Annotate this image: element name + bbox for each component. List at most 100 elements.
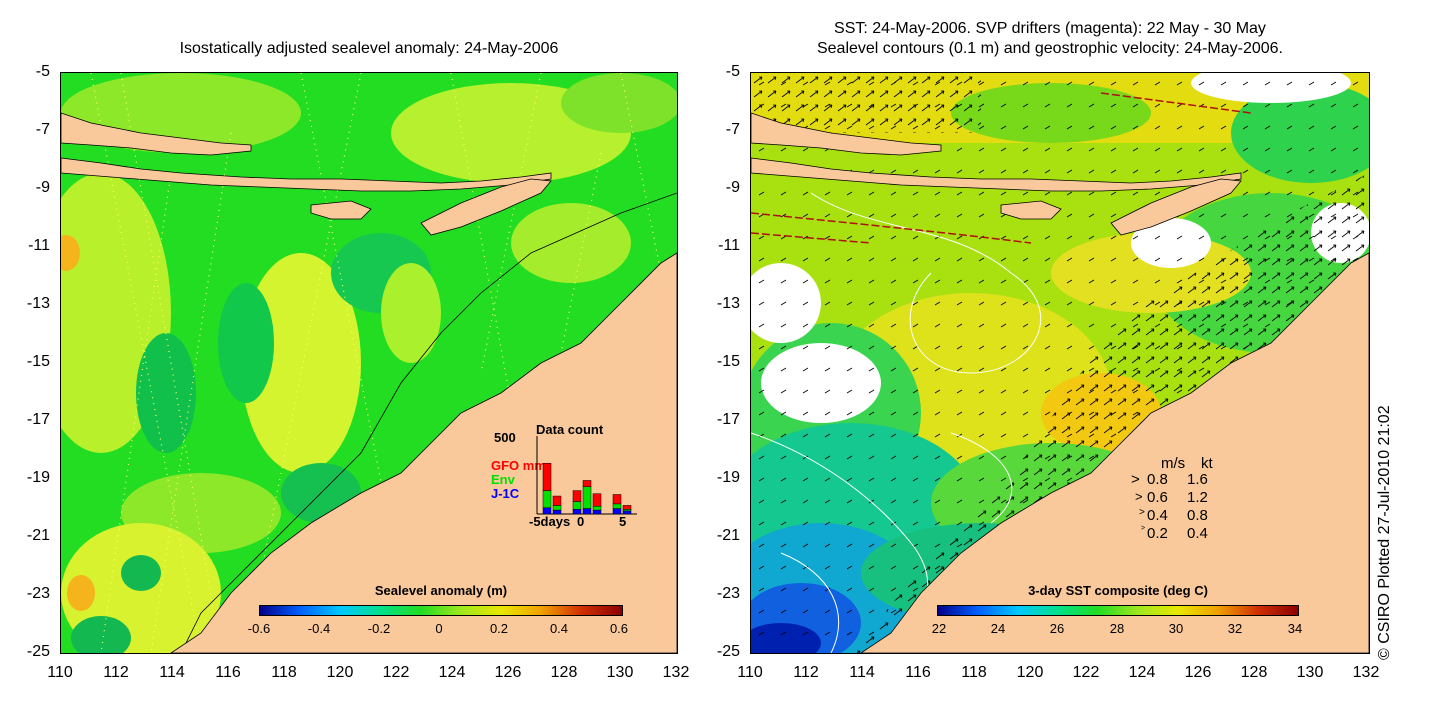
sealevel-anomaly-map: Data count 500 GFO mm Env J-1C -5days 0 … bbox=[60, 72, 678, 654]
lesser-sunda-islands bbox=[61, 157, 552, 192]
sst-colorbar bbox=[937, 605, 1299, 616]
sla-cb-tick: -0.4 bbox=[307, 621, 331, 636]
right-x-tick: 110 bbox=[737, 664, 763, 681]
left-y-tick: -17 bbox=[26, 411, 50, 428]
data-count-bar-gfo bbox=[552, 495, 562, 506]
right-x-tick: 116 bbox=[905, 664, 931, 681]
sst-cb-tick: 34 bbox=[1287, 621, 1303, 636]
lesser-sunda-islands bbox=[751, 157, 1242, 192]
sla-cb-tick: 0.2 bbox=[489, 621, 509, 636]
sst-land bbox=[751, 112, 1369, 653]
sla-cb-tick: -0.2 bbox=[367, 621, 391, 636]
left-map-title: Isostatically adjusted sealevel anomaly:… bbox=[179, 40, 559, 57]
data-count-bar-env bbox=[592, 505, 602, 511]
legend-arrow-icon: > bbox=[1139, 507, 1145, 518]
legend-kt-value: 1.6 bbox=[1187, 471, 1208, 488]
data-count-bar-env bbox=[612, 503, 622, 509]
left-y-tick: -13 bbox=[26, 295, 50, 312]
right-x-tick: 130 bbox=[1296, 664, 1324, 681]
left-y-tick: -21 bbox=[26, 527, 50, 544]
right-y-tick: -5 bbox=[725, 63, 740, 80]
sla-cb-tick: 0 bbox=[435, 621, 443, 636]
velocity-scale-legend: m/s kt > 0.8 1.6 > 0.6 1.2 > 0.4 0.8 > 0… bbox=[1131, 455, 1251, 545]
data-count-bar-env bbox=[542, 490, 552, 509]
left-x-tick: 116 bbox=[215, 664, 241, 681]
legend-kt-value: 0.4 bbox=[1187, 525, 1208, 542]
sla-anomaly-field bbox=[61, 73, 677, 653]
timor-island bbox=[1110, 178, 1242, 236]
data-count-bar-gfo bbox=[542, 463, 552, 491]
data-count-bar-env bbox=[572, 501, 582, 510]
left-x-tick: 118 bbox=[271, 664, 297, 681]
java-island bbox=[751, 112, 942, 156]
right-y-tick: -11 bbox=[718, 237, 740, 254]
left-x-tick: 126 bbox=[494, 664, 522, 681]
right-y-tick: -21 bbox=[716, 527, 740, 544]
right-x-tick: 128 bbox=[1240, 664, 1268, 681]
right-y-tick: -17 bbox=[716, 411, 740, 428]
legend-ms-value: 0.4 bbox=[1147, 507, 1168, 524]
plot-credit: © CSIRO Plotted 27-Jul-2010 21:02 bbox=[1376, 405, 1393, 660]
legend-env: Env bbox=[491, 472, 515, 487]
legend-j1c: J-1C bbox=[491, 486, 520, 501]
legend-gfo: GFO mm bbox=[491, 458, 546, 473]
right-y-tick: -13 bbox=[716, 295, 740, 312]
java-island bbox=[61, 112, 252, 156]
svp-drifter-tracks bbox=[751, 92, 1252, 244]
right-y-tick: -15 bbox=[716, 353, 740, 370]
legend-arrow-icon: > bbox=[1141, 525, 1146, 532]
left-x-tick: 122 bbox=[382, 664, 410, 681]
sla-cb-tick: 0.4 bbox=[549, 621, 569, 636]
satellite-track-dots bbox=[90, 73, 662, 653]
timor-island bbox=[420, 178, 552, 236]
right-map-title-line1: SST: 24-May-2006. SVP drifters (magenta)… bbox=[834, 20, 1266, 37]
right-x-tick: 126 bbox=[1184, 664, 1212, 681]
sst-cb-tick: 26 bbox=[1049, 621, 1065, 636]
legend-arrow-icon: > bbox=[1135, 489, 1143, 504]
left-y-tick: -5 bbox=[35, 63, 50, 80]
left-y-tick: -7 bbox=[35, 121, 50, 138]
sla-land bbox=[61, 112, 677, 653]
data-count-bar-env bbox=[582, 486, 592, 509]
northern-australia bbox=[170, 252, 677, 653]
data-count-title: Data count bbox=[536, 422, 604, 437]
legend-header-kt: kt bbox=[1201, 455, 1213, 472]
data-count-bar-gfo bbox=[582, 480, 592, 487]
legend-ms-value: 0.6 bbox=[1147, 489, 1168, 506]
left-x-tick: 130 bbox=[606, 664, 634, 681]
sst-cb-tick: 32 bbox=[1227, 621, 1243, 636]
left-y-tick: -9 bbox=[35, 179, 50, 196]
data-count-bar-j1c bbox=[592, 509, 602, 515]
data-count-bar-gfo bbox=[612, 494, 622, 505]
data-count-bar-gfo bbox=[622, 505, 632, 510]
right-x-tick: 118 bbox=[961, 664, 987, 681]
right-map-title-line2: Sealevel contours (0.1 m) and geostrophi… bbox=[816, 40, 1283, 57]
legend-ms-value: 0.2 bbox=[1147, 525, 1168, 542]
right-y-tick: -25 bbox=[716, 643, 740, 660]
sla-bathymetry-contour bbox=[180, 192, 677, 653]
right-x-tick: 114 bbox=[849, 664, 875, 681]
sla-colorbar-title: Sealevel anomaly (m) bbox=[374, 583, 508, 598]
inset-xtick-end: 5 bbox=[619, 514, 627, 529]
sst-cb-tick: 24 bbox=[990, 621, 1006, 636]
left-y-tick: -19 bbox=[26, 469, 50, 486]
left-y-tick: -23 bbox=[26, 585, 50, 602]
sst-colorbar-title: 3-day SST composite (deg C) bbox=[1028, 583, 1208, 598]
sealevel-anomaly-svg bbox=[61, 73, 677, 653]
left-x-tick: 128 bbox=[550, 664, 578, 681]
left-y-tick: -25 bbox=[26, 643, 50, 660]
left-x-tick: 124 bbox=[438, 664, 466, 681]
right-y-tick: -23 bbox=[716, 585, 740, 602]
sst-cb-tick: 22 bbox=[931, 621, 947, 636]
legend-header-ms: m/s bbox=[1161, 455, 1186, 472]
data-count-bar-gfo bbox=[592, 493, 602, 507]
data-count-bar-gfo bbox=[572, 490, 582, 502]
left-x-tick: 132 bbox=[662, 664, 690, 681]
inset-xtick-zero: 0 bbox=[577, 514, 585, 529]
sumba-island bbox=[310, 200, 372, 220]
right-y-tick: -7 bbox=[725, 121, 740, 138]
right-x-tick: 122 bbox=[1072, 664, 1100, 681]
data-count-inset: Data count 500 GFO mm Env J-1C -5days 0 … bbox=[479, 418, 639, 529]
sst-cb-tick: 30 bbox=[1168, 621, 1184, 636]
right-x-tick: 112 bbox=[793, 664, 819, 681]
